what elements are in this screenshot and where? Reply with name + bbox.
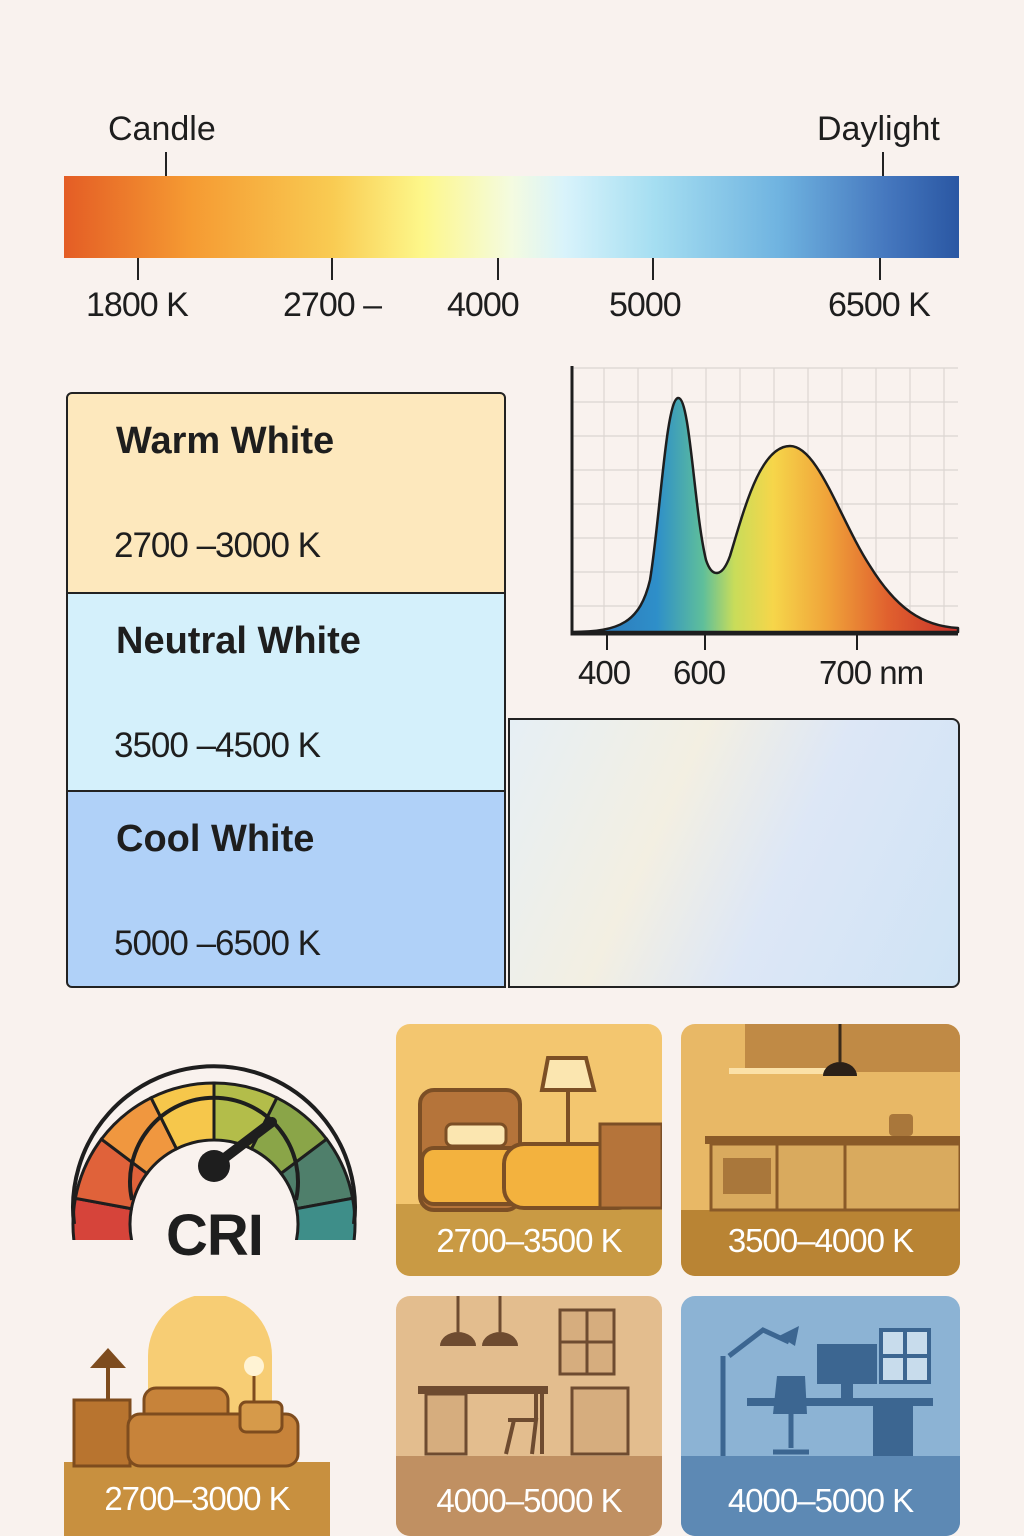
- candle-label: Candle: [108, 110, 216, 148]
- neutral-white-card: Neutral White 3500 –4500 K: [66, 592, 506, 792]
- tick-mark: [879, 258, 881, 280]
- tick-mark: [497, 258, 499, 280]
- light-preview-panel: [508, 718, 960, 988]
- tick-mark: [137, 258, 139, 280]
- cool-white-title: Cool White: [116, 818, 315, 860]
- neutral-white-title: Neutral White: [116, 620, 361, 662]
- bedroom-scene-icon: [396, 1024, 662, 1276]
- office-scene-icon: [396, 1296, 662, 1536]
- cri-gauge-icon: [71, 1064, 357, 1240]
- cool-white-range: 5000 –6500 K: [114, 924, 321, 963]
- study-scene-tile: 4000–5000 K: [681, 1296, 960, 1536]
- spectrum-curve: [570, 396, 960, 634]
- bedroom-scene-label: 2700–3500 K: [436, 1222, 622, 1259]
- living-room-scene-label: 2700–3000 K: [104, 1480, 290, 1517]
- study-scene-icon: [681, 1296, 960, 1536]
- spectrum-axes: [570, 366, 958, 636]
- kitchen-scene-label: 3500–4000 K: [727, 1222, 914, 1259]
- daylight-label: Daylight: [817, 110, 940, 148]
- cool-white-card: Cool White 5000 –6500 K: [66, 790, 506, 988]
- tick-label-1800: 1800 K: [86, 286, 189, 324]
- candle-pointer: [165, 152, 167, 176]
- gauge-hub: [198, 1150, 230, 1182]
- office-scene-tile: 4000–5000 K: [396, 1296, 662, 1536]
- nm-tick-600: 600: [673, 654, 726, 691]
- spectrum-plot: [570, 366, 960, 650]
- gauge-outline: [71, 1064, 357, 1225]
- kitchen-scene-tile: 3500–4000 K: [681, 1024, 960, 1276]
- gauge-inner-outline: [128, 1095, 300, 1201]
- daylight-pointer: [882, 152, 884, 176]
- office-scene-label: 4000–5000 K: [436, 1482, 622, 1519]
- color-temperature-bar: [64, 176, 959, 258]
- tick-mark: [652, 258, 654, 280]
- tick-label-4000: 4000: [447, 286, 520, 324]
- living-room-scene-tile: 2700–3000 K: [64, 1296, 330, 1536]
- bedroom-scene-tile: 2700–3500 K: [396, 1024, 662, 1276]
- nm-tick-700: 700 nm: [819, 654, 924, 691]
- tick-mark: [331, 258, 333, 280]
- tick-label-6500: 6500 K: [828, 286, 931, 324]
- warm-white-card: Warm White 2700 –3000 K: [66, 392, 506, 594]
- tick-label-5000: 5000: [609, 286, 682, 324]
- kitchen-scene-icon: [681, 1024, 960, 1276]
- study-scene-label: 4000–5000 K: [727, 1482, 914, 1519]
- warm-white-title: Warm White: [116, 420, 335, 462]
- tick-label-2700: 2700 –: [283, 286, 382, 324]
- nm-tick-400: 400: [578, 654, 631, 691]
- warm-white-range: 2700 –3000 K: [114, 526, 321, 565]
- neutral-white-range: 3500 –4500 K: [114, 726, 321, 765]
- spectrum-ticks: [606, 634, 858, 650]
- cri-label: CRI: [166, 1203, 264, 1268]
- living-room-scene-icon: [64, 1296, 330, 1536]
